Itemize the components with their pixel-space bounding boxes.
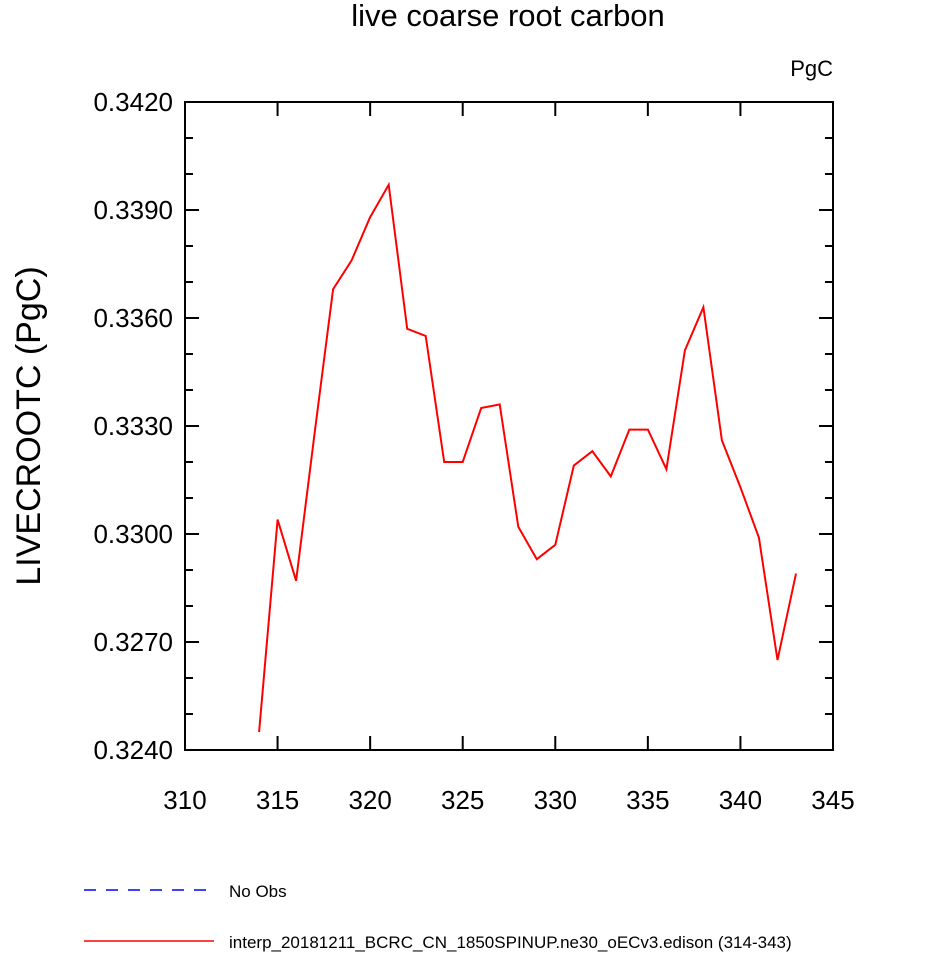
legend: No Obs interp_20181211_BCRC_CN_1850SPINUP…: [84, 882, 792, 952]
legend-label-1: interp_20181211_BCRC_CN_1850SPINUP.ne30_…: [229, 933, 792, 952]
plot-frame: [184, 101, 834, 751]
y-axis-ticks: 0.3240 0.3270 0.3300 0.3330 0.3360 0.3390 0.34…: [93, 87, 833, 765]
y-tick-label: 0.3300: [93, 519, 173, 549]
x-tick-label: 330: [534, 785, 577, 815]
series-line-1: [258, 181, 797, 733]
y-tick-label: 0.3390: [93, 195, 173, 225]
x-tick-label: 340: [719, 785, 762, 815]
x-tick-label: 345: [811, 785, 854, 815]
y-axis-label: LIVECROOTC (PgC): [10, 266, 48, 585]
y-tick-label: 0.3240: [93, 735, 173, 765]
y-tick-label: 0.3360: [93, 303, 173, 333]
x-axis-ticks: 310 315 320 325 330 335 340 345: [163, 102, 855, 815]
legend-label-0: No Obs: [229, 882, 287, 901]
series-lines: [258, 181, 797, 733]
units-label: PgC: [790, 56, 833, 81]
x-tick-label: 310: [163, 785, 206, 815]
chart-title: live coarse root carbon: [351, 0, 665, 33]
x-tick-label: 320: [348, 785, 391, 815]
x-tick-label: 315: [256, 785, 299, 815]
y-tick-label: 0.3270: [93, 627, 173, 657]
x-tick-label: 325: [441, 785, 484, 815]
y-tick-label: 0.3420: [93, 87, 173, 117]
x-tick-label: 335: [626, 785, 669, 815]
y-tick-label: 0.3330: [93, 411, 173, 441]
